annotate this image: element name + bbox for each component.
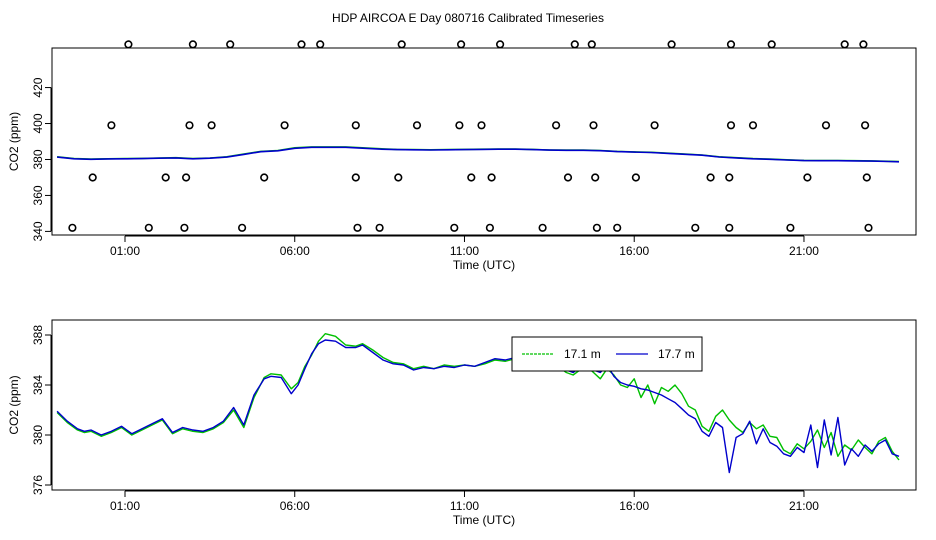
marker-point bbox=[477, 121, 486, 130]
marker-point bbox=[859, 40, 868, 49]
marker-point bbox=[691, 223, 700, 232]
marker-point bbox=[124, 40, 133, 49]
marker-point bbox=[182, 173, 191, 182]
y-axis-label: CO2 (ppm) bbox=[7, 112, 21, 171]
x-tick-label: 06:00 bbox=[280, 499, 310, 513]
y-tick-label: 400 bbox=[31, 113, 45, 133]
marker-point bbox=[351, 173, 360, 182]
legend-entry: 17.7 m bbox=[658, 347, 695, 361]
marker-point bbox=[803, 173, 812, 182]
marker-point bbox=[563, 173, 573, 182]
marker-point bbox=[467, 173, 476, 182]
marker-point bbox=[631, 173, 641, 182]
marker-point bbox=[591, 173, 600, 182]
marker-point bbox=[351, 121, 360, 130]
bottom-plot: 01:00 06:00 11:00 16:00 21:00 Time (UTC) 376 38… bbox=[7, 319, 917, 527]
x-tick-label: 01:00 bbox=[110, 499, 140, 513]
marker-point bbox=[587, 40, 596, 49]
marker-point bbox=[238, 223, 247, 232]
x-tick-label: 16:00 bbox=[619, 244, 649, 258]
marker-point bbox=[68, 223, 77, 232]
marker-point bbox=[457, 40, 466, 49]
marker-point bbox=[725, 223, 734, 232]
marker-point bbox=[188, 40, 197, 49]
y-tick-label: 380 bbox=[31, 149, 45, 169]
x-tick-label: 21:00 bbox=[789, 244, 819, 258]
marker-point bbox=[496, 40, 505, 49]
marker-point bbox=[786, 223, 795, 232]
x-tick-label: 16:00 bbox=[619, 499, 649, 513]
marker-point bbox=[297, 40, 306, 49]
marker-point bbox=[397, 40, 406, 49]
marker-point bbox=[161, 173, 170, 182]
y-tick-label: 340 bbox=[31, 221, 45, 241]
marker-point bbox=[613, 223, 622, 232]
marker-point bbox=[487, 173, 496, 182]
marker-point bbox=[725, 173, 734, 182]
marker-point bbox=[485, 223, 495, 232]
x-tick-label: 06:00 bbox=[280, 244, 310, 258]
marker-point bbox=[650, 121, 659, 130]
y-tick-label: 384 bbox=[31, 375, 45, 395]
marker-point bbox=[551, 121, 561, 130]
marker-point bbox=[840, 40, 849, 49]
marker-point bbox=[862, 173, 871, 182]
series-line-blue bbox=[57, 146, 900, 163]
marker-point bbox=[538, 223, 547, 232]
x-tick-label: 11:00 bbox=[450, 244, 479, 258]
y-tick-label: 360 bbox=[31, 185, 45, 205]
marker-point bbox=[144, 223, 153, 232]
marker-point bbox=[88, 173, 97, 182]
marker-point bbox=[207, 121, 216, 130]
marker-point bbox=[592, 223, 602, 232]
marker-point bbox=[280, 121, 289, 130]
top-plot: 01:00 06:00 11:00 16:00 21:00 Time (UTC) 340 36… bbox=[7, 40, 917, 272]
marker-point bbox=[570, 40, 579, 49]
marker-point bbox=[767, 40, 776, 49]
marker-point bbox=[860, 121, 870, 130]
marker-point bbox=[107, 121, 116, 130]
legend: 17.1 m 17.7 m bbox=[511, 336, 703, 372]
marker-point bbox=[706, 173, 715, 182]
marker-point bbox=[260, 173, 269, 182]
marker-point bbox=[353, 223, 362, 232]
x-axis-label: Time (UTC) bbox=[453, 513, 515, 527]
marker-point bbox=[394, 173, 403, 182]
marker-point bbox=[375, 223, 384, 232]
x-tick-label: 21:00 bbox=[789, 499, 819, 513]
marker-point bbox=[726, 121, 736, 130]
marker-point bbox=[316, 40, 325, 49]
y-tick-label: 380 bbox=[31, 425, 45, 445]
x-tick-label: 01:00 bbox=[110, 244, 140, 258]
marker-point bbox=[864, 223, 873, 232]
x-axis-label: Time (UTC) bbox=[453, 258, 515, 272]
marker-point bbox=[185, 121, 194, 130]
figure-title: HDP AIRCOA E Day 080716 Calibrated Times… bbox=[332, 11, 604, 25]
marker-point bbox=[589, 121, 598, 130]
marker-point bbox=[726, 40, 736, 49]
plot-frame bbox=[51, 47, 917, 236]
marker-point bbox=[667, 40, 676, 49]
y-tick-label: 376 bbox=[31, 475, 45, 495]
marker-point bbox=[180, 223, 189, 232]
marker-point bbox=[226, 40, 235, 49]
y-axis-label: CO2 (ppm) bbox=[7, 375, 21, 434]
marker-point bbox=[821, 121, 831, 130]
legend-entry: 17.1 m bbox=[564, 347, 601, 361]
plot-frame bbox=[51, 319, 917, 491]
y-tick-label: 388 bbox=[31, 325, 45, 345]
x-tick-label: 11:00 bbox=[450, 499, 479, 513]
y-tick-label: 420 bbox=[31, 77, 45, 97]
marker-point bbox=[450, 223, 459, 232]
marker-point bbox=[455, 121, 464, 130]
marker-point bbox=[748, 121, 758, 130]
marker-point bbox=[412, 121, 422, 130]
